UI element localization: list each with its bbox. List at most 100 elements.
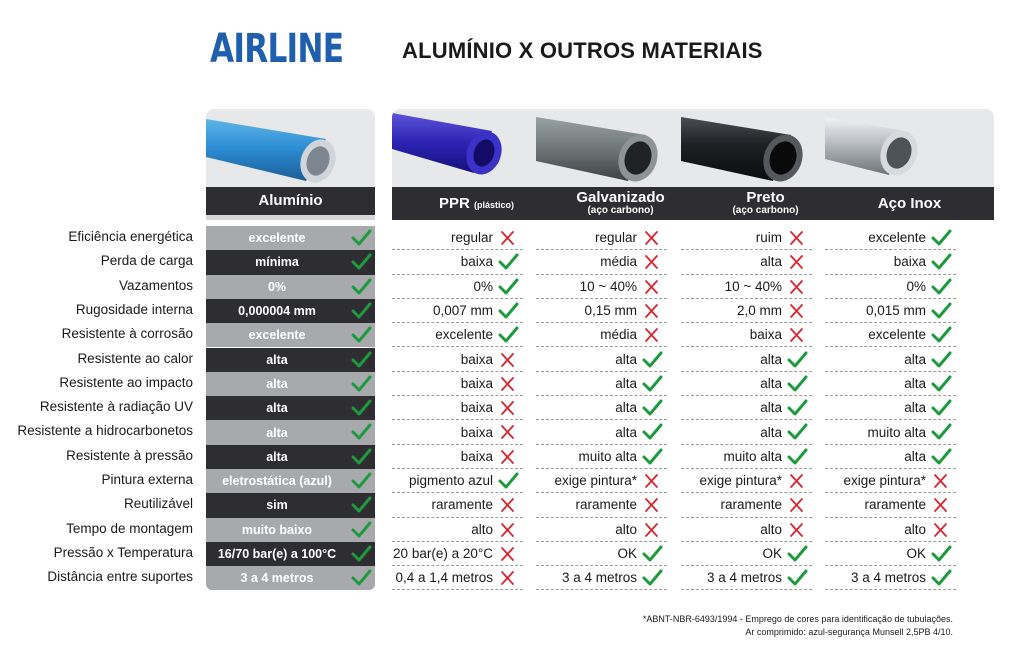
- cell-value: muito baixo: [241, 522, 313, 537]
- material-cell: muito alta: [536, 445, 667, 469]
- check-icon: [351, 545, 372, 562]
- cell-value: 20 bar(e) a 20°C: [393, 546, 493, 562]
- material-cell: baixa: [392, 445, 523, 469]
- column-header-ppr: PPR (plástico): [392, 187, 561, 220]
- table-row: Tempo de montagem muito baixo alto alto alto…: [0, 517, 1011, 542]
- check-icon: [642, 375, 663, 392]
- cell-value: alta: [760, 400, 782, 416]
- material-cell: 3 a 4 metros: [681, 566, 812, 591]
- check-icon: [351, 496, 372, 513]
- cell-value: muito alta: [723, 448, 782, 464]
- cell-value: 10 ~ 40%: [579, 278, 637, 294]
- material-cell: alta: [825, 372, 956, 397]
- material-cell: raramente: [392, 493, 523, 518]
- material-cell: muito alta: [681, 445, 812, 469]
- cell-value: 0,000004 mm: [238, 304, 316, 319]
- check-icon: [931, 545, 952, 562]
- cell-value: alta: [266, 352, 288, 367]
- check-icon: [931, 278, 952, 295]
- material-cell: alta: [825, 445, 956, 469]
- cell-value: 10 ~ 40%: [724, 278, 782, 294]
- cell-value: 3 a 4 metros: [850, 570, 926, 586]
- check-icon: [931, 302, 952, 319]
- cell-value: pigmento azul: [408, 473, 493, 489]
- cell-value: alta: [266, 425, 288, 440]
- material-cell: 0,4 a 1,4 metros: [392, 566, 523, 591]
- cell-value: exige pintura*: [699, 473, 782, 489]
- cell-value: baixa: [460, 448, 493, 464]
- cell-value: sim: [266, 498, 288, 513]
- cross-icon: [934, 522, 947, 537]
- cell-value: 0%: [906, 278, 926, 294]
- cross-icon: [501, 571, 514, 586]
- material-cell: alta: [681, 396, 812, 421]
- cross-icon: [501, 401, 514, 415]
- cell-value: alta: [615, 351, 637, 367]
- cross-icon: [501, 522, 514, 537]
- material-cell: 0%: [825, 275, 956, 299]
- cell-value: OK: [906, 546, 926, 562]
- material-cell: ruim: [681, 226, 812, 251]
- cell-value: 2,0 mm: [736, 303, 782, 319]
- cell-value: 0%: [473, 278, 493, 294]
- cross-icon: [501, 449, 514, 464]
- check-icon: [787, 351, 808, 367]
- cell-value: baixa: [460, 375, 493, 391]
- material-cell: 20 bar(e) a 20°C: [392, 542, 523, 567]
- material-cell: raramente: [536, 493, 667, 518]
- check-icon: [498, 472, 519, 489]
- cross-icon: [934, 498, 947, 513]
- check-icon: [787, 423, 808, 440]
- cell-value: baixa: [460, 400, 493, 416]
- aluminum-cell: excelente: [206, 226, 375, 251]
- cross-icon: [790, 522, 803, 537]
- cell-value: alta: [615, 375, 637, 391]
- check-icon: [498, 253, 519, 270]
- material-cell: 10 ~ 40%: [536, 275, 667, 299]
- cross-icon: [645, 474, 658, 488]
- material-cell: baixa: [392, 372, 523, 397]
- cell-value: excelente: [868, 230, 926, 246]
- material-cell: OK: [681, 542, 812, 567]
- cross-icon: [645, 522, 658, 537]
- cell-value: raramente: [864, 497, 926, 513]
- column-header-galvanizado: Galvanizado (aço carbono): [536, 187, 705, 220]
- material-cell: 2,0 mm: [681, 299, 812, 324]
- material-cell: alto: [392, 518, 523, 542]
- footnote-line: Ar comprimido: azul-segurança Munsell 2,…: [745, 627, 953, 638]
- cell-value: média: [600, 327, 637, 343]
- material-cell: excelente: [392, 323, 523, 348]
- galvanized-pipe-image: [536, 109, 705, 187]
- stainless-pipe-image: [825, 109, 994, 187]
- material-cell: exige pintura*: [681, 469, 812, 494]
- material-cell: OK: [825, 542, 956, 567]
- check-icon: [351, 521, 372, 538]
- row-label: Distância entre suportes: [47, 569, 193, 585]
- aluminum-cell: alta: [206, 420, 375, 445]
- aluminum-cell: 16/70 bar(e) a 100°C: [206, 541, 375, 567]
- cell-value: alta: [760, 351, 782, 367]
- check-icon: [498, 326, 519, 343]
- aluminum-cell: alta: [206, 347, 375, 372]
- material-cell: raramente: [825, 493, 956, 518]
- row-label: Rugosidade interna: [75, 301, 193, 317]
- cross-icon: [790, 231, 803, 245]
- cross-icon: [501, 376, 514, 391]
- material-cell: muito alta: [825, 420, 956, 445]
- material-cell: alta: [536, 420, 667, 445]
- cell-value: baixa: [893, 254, 926, 270]
- material-cell: excelente: [825, 323, 956, 348]
- material-cell: média: [536, 250, 667, 275]
- check-icon: [351, 253, 372, 270]
- check-icon: [351, 229, 372, 246]
- cross-icon: [790, 255, 803, 270]
- row-label: Vazamentos: [118, 277, 193, 293]
- material-cell: alta: [825, 348, 956, 372]
- page-title: ALUMÍNIO X OUTROS MATERIAIS: [402, 38, 763, 63]
- footnote-line: *ABNT-NBR-6493/1994 - Emprego de cores p…: [642, 614, 953, 624]
- check-icon: [642, 569, 663, 586]
- aluminum-cell: sim: [206, 493, 375, 518]
- aluminum-cell: 0%: [206, 274, 375, 299]
- brand-logo: AIRLINE: [210, 26, 344, 72]
- cell-value: alta: [266, 401, 288, 416]
